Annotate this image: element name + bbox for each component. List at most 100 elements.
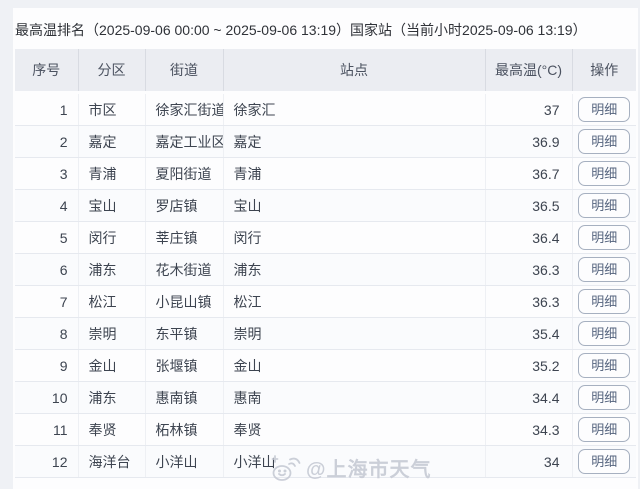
action-cell: 明细 [572, 317, 636, 350]
detail-button[interactable]: 明细 [578, 129, 631, 154]
station-cell: 松江 [223, 285, 486, 318]
station-cell: 浦东 [223, 253, 486, 286]
table-row: 4 宝山 罗店镇 宝山 36.5 明细 [15, 189, 636, 222]
action-cell: 明细 [572, 125, 636, 158]
temperature-table: 序号 分区 街道 站点 最高温(°C) 操作 1 市区 徐家汇街道 徐家汇 37… [15, 49, 636, 478]
table-row: 10 浦东 惠南镇 惠南 34.4 明细 [15, 381, 636, 414]
district-cell: 松江 [78, 285, 146, 318]
table-row: 11 奉贤 柘林镇 奉贤 34.3 明细 [15, 413, 636, 446]
station-cell: 惠南 [223, 381, 486, 414]
rank-cell: 7 [15, 285, 79, 318]
action-cell: 明细 [572, 221, 636, 254]
street-cell: 小洋山 [145, 445, 224, 478]
district-cell: 奉贤 [78, 413, 146, 446]
table-header-row: 序号 分区 街道 站点 最高温(°C) 操作 [15, 49, 636, 94]
street-cell: 小昆山镇 [145, 285, 224, 318]
rank-cell: 4 [15, 189, 79, 222]
action-cell: 明细 [572, 157, 636, 190]
district-cell: 浦东 [78, 381, 146, 414]
street-cell: 夏阳街道 [145, 157, 224, 190]
station-cell: 青浦 [223, 157, 486, 190]
district-cell: 浦东 [78, 253, 146, 286]
detail-button[interactable]: 明细 [578, 193, 631, 218]
station-cell: 闵行 [223, 221, 486, 254]
rank-cell: 12 [15, 445, 79, 478]
station-cell: 嘉定 [223, 125, 486, 158]
station-cell: 奉贤 [223, 413, 486, 446]
street-cell: 徐家汇街道 [145, 92, 224, 126]
action-cell: 明细 [572, 349, 636, 382]
street-cell: 嘉定工业区 [145, 125, 224, 158]
street-cell: 罗店镇 [145, 189, 224, 222]
rank-cell: 11 [15, 413, 79, 446]
detail-button[interactable]: 明细 [578, 321, 631, 346]
table-row: 1 市区 徐家汇街道 徐家汇 37 明细 [15, 92, 636, 126]
rank-cell: 6 [15, 253, 79, 286]
page-title: 最高温排名（2025-09-06 00:00 ~ 2025-09-06 13:1… [15, 22, 587, 38]
station-cell: 金山 [223, 349, 486, 382]
detail-button[interactable]: 明细 [578, 417, 631, 442]
station-cell: 徐家汇 [223, 92, 486, 126]
street-cell: 东平镇 [145, 317, 224, 350]
column-header-street: 街道 [145, 49, 224, 94]
action-cell: 明细 [572, 445, 636, 478]
table-row: 9 金山 张堰镇 金山 35.2 明细 [15, 349, 636, 382]
rank-cell: 5 [15, 221, 79, 254]
detail-button[interactable]: 明细 [578, 161, 631, 186]
column-header-rank: 序号 [15, 49, 79, 94]
temp-cell: 36.5 [485, 189, 573, 222]
street-cell: 莘庄镇 [145, 221, 224, 254]
temp-cell: 34.4 [485, 381, 573, 414]
rank-cell: 2 [15, 125, 79, 158]
temp-cell: 36.7 [485, 157, 573, 190]
temp-cell: 34.3 [485, 413, 573, 446]
district-cell: 崇明 [78, 317, 146, 350]
table-row: 3 青浦 夏阳街道 青浦 36.7 明细 [15, 157, 636, 190]
station-cell: 小洋山 [223, 445, 486, 478]
district-cell: 嘉定 [78, 125, 146, 158]
column-header-action: 操作 [572, 49, 636, 94]
district-cell: 青浦 [78, 157, 146, 190]
temp-cell: 36.4 [485, 221, 573, 254]
rank-cell: 3 [15, 157, 79, 190]
table-row: 7 松江 小昆山镇 松江 36.3 明细 [15, 285, 636, 318]
detail-button[interactable]: 明细 [578, 449, 631, 474]
rank-cell: 10 [15, 381, 79, 414]
district-cell: 市区 [78, 92, 146, 126]
detail-button[interactable]: 明细 [578, 289, 631, 314]
action-cell: 明细 [572, 285, 636, 318]
action-cell: 明细 [572, 381, 636, 414]
table-row: 5 闵行 莘庄镇 闵行 36.4 明细 [15, 221, 636, 254]
rank-cell: 1 [15, 92, 79, 126]
temp-cell: 36.3 [485, 285, 573, 318]
action-cell: 明细 [572, 413, 636, 446]
temperature-ranking-card: 最高温排名（2025-09-06 00:00 ~ 2025-09-06 13:1… [13, 8, 638, 489]
action-cell: 明细 [572, 253, 636, 286]
detail-button[interactable]: 明细 [578, 385, 631, 410]
temp-cell: 34 [485, 445, 573, 478]
table-row: 12 海洋台 小洋山 小洋山 34 明细 [15, 445, 636, 478]
temp-cell: 36.9 [485, 125, 573, 158]
rank-cell: 9 [15, 349, 79, 382]
district-cell: 宝山 [78, 189, 146, 222]
detail-button[interactable]: 明细 [578, 257, 631, 282]
action-cell: 明细 [572, 92, 636, 126]
street-cell: 惠南镇 [145, 381, 224, 414]
district-cell: 金山 [78, 349, 146, 382]
action-cell: 明细 [572, 189, 636, 222]
table-row: 2 嘉定 嘉定工业区 嘉定 36.9 明细 [15, 125, 636, 158]
rank-cell: 8 [15, 317, 79, 350]
detail-button[interactable]: 明细 [578, 97, 631, 122]
station-cell: 崇明 [223, 317, 486, 350]
detail-button[interactable]: 明细 [578, 353, 631, 378]
detail-button[interactable]: 明细 [578, 225, 631, 250]
district-cell: 闵行 [78, 221, 146, 254]
temp-cell: 35.4 [485, 317, 573, 350]
street-cell: 花木街道 [145, 253, 224, 286]
temp-cell: 35.2 [485, 349, 573, 382]
street-cell: 张堰镇 [145, 349, 224, 382]
column-header-station: 站点 [223, 49, 486, 94]
temp-cell: 37 [485, 92, 573, 126]
table-row: 6 浦东 花木街道 浦东 36.3 明细 [15, 253, 636, 286]
column-header-district: 分区 [78, 49, 146, 94]
